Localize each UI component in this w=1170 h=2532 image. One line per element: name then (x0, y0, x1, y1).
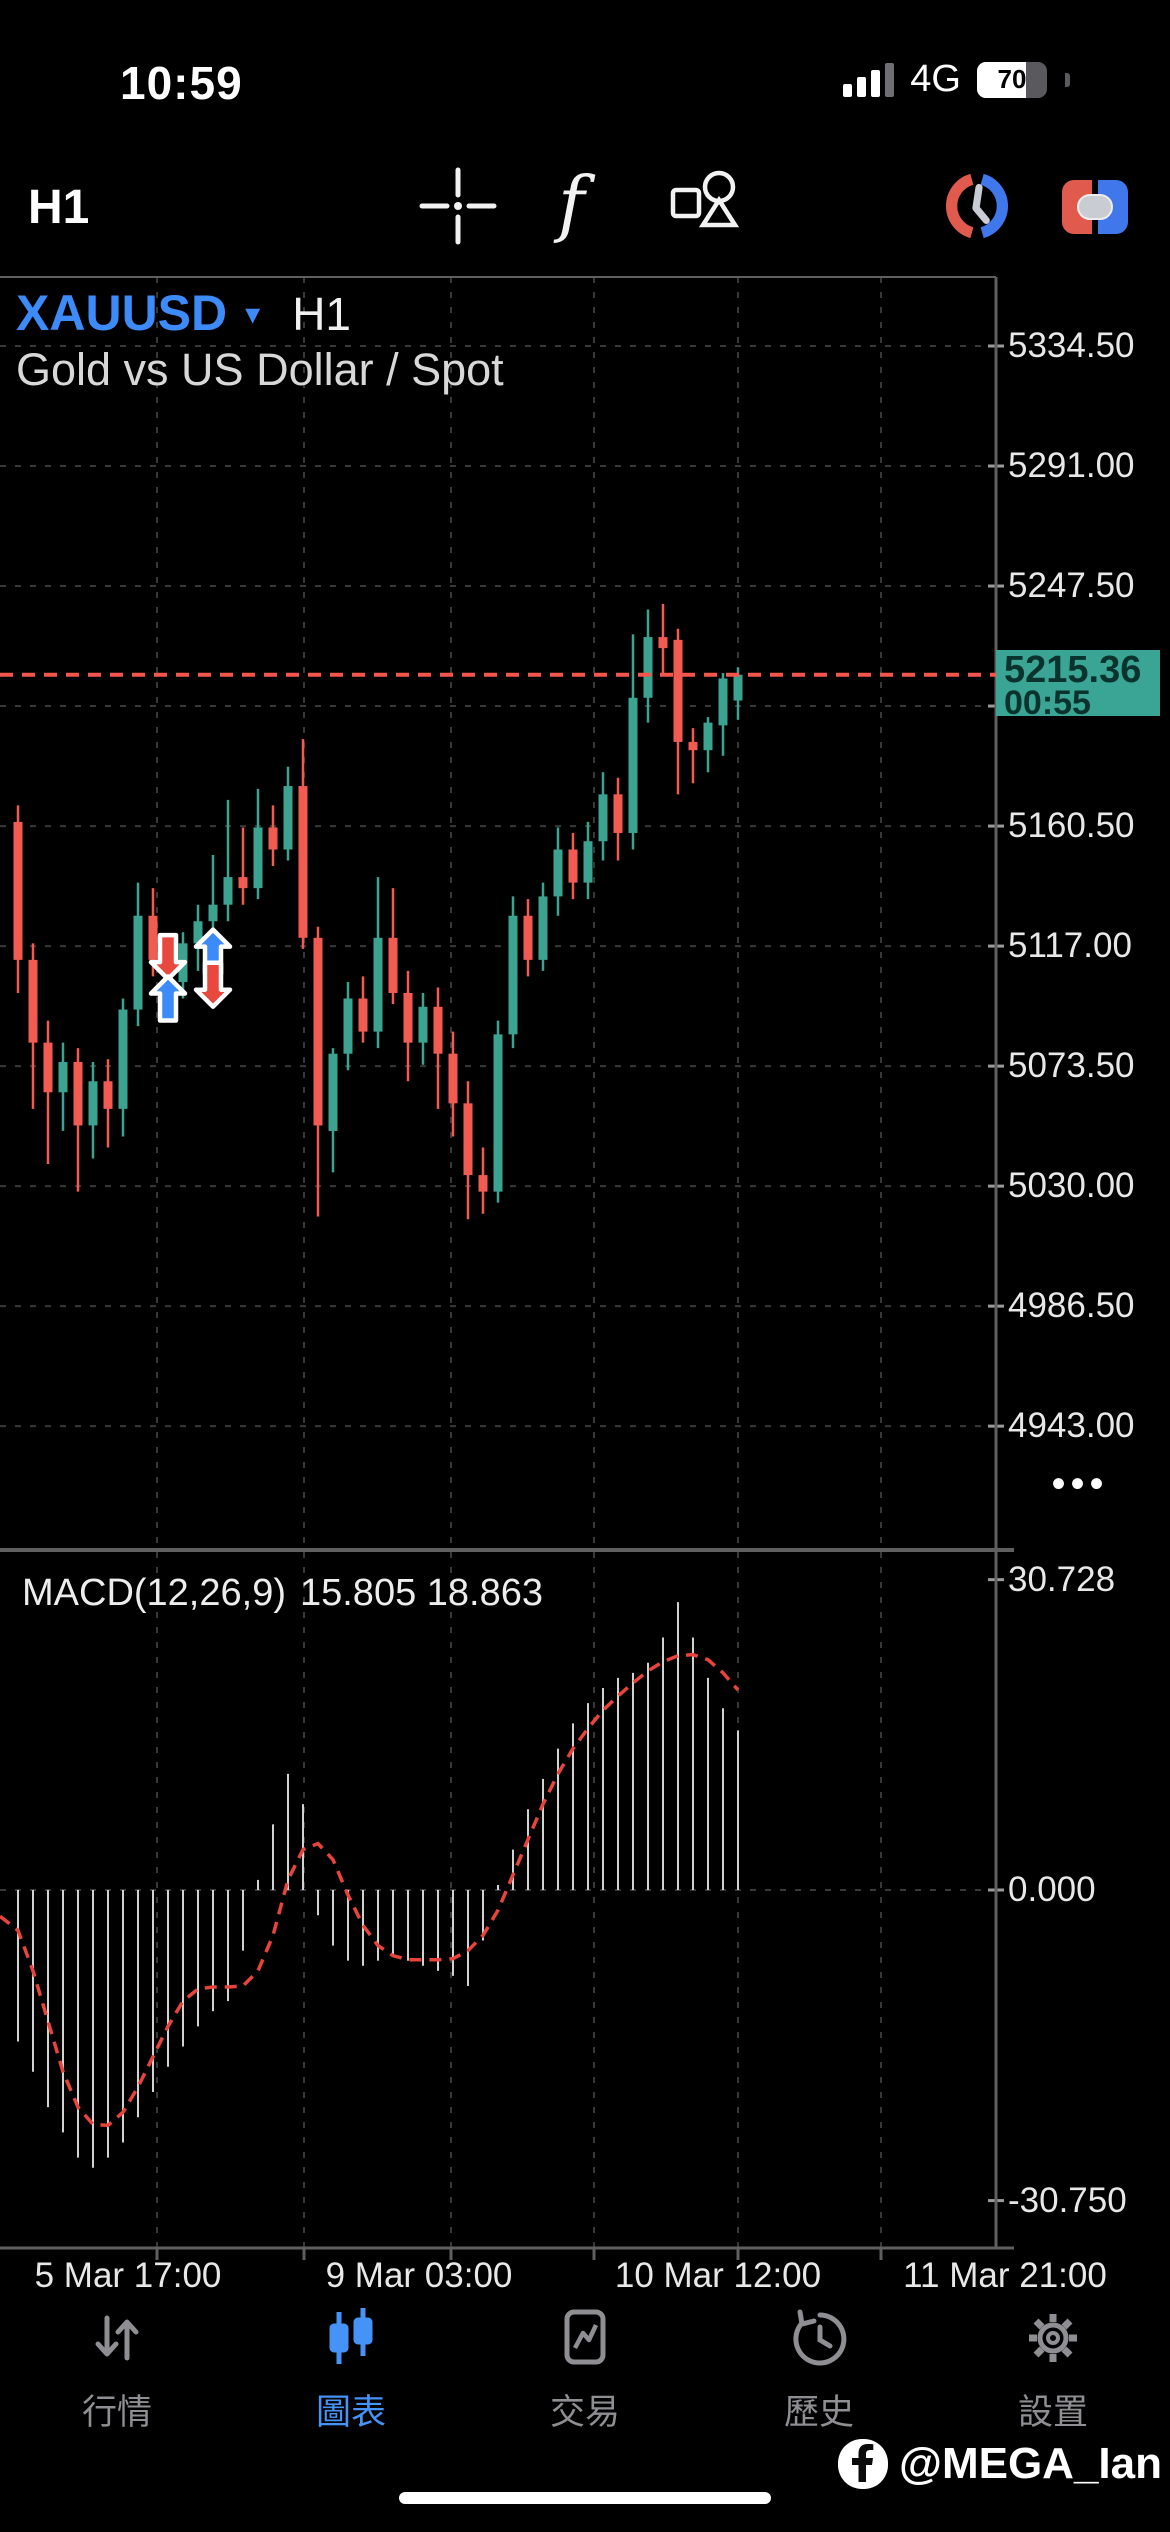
symbol-description: Gold vs US Dollar / Spot (16, 344, 504, 395)
tab-trade[interactable]: 交易 (468, 2292, 702, 2462)
symbol-dropdown-icon[interactable]: ▾ (245, 298, 261, 331)
axis-more-button[interactable]: ••• (1051, 1462, 1109, 1506)
indicator-values: 15.805 18.863 (299, 1572, 543, 1614)
vertical-gridlines (156, 277, 882, 2248)
current-price: 5215.36 (1004, 649, 1142, 691)
sell-arrow (193, 960, 233, 1009)
macd-gridlines (0, 1578, 1004, 2203)
cellular-signal-icon (843, 62, 895, 97)
tab-quotes[interactable]: 行情 (0, 2292, 234, 2462)
history-icon (793, 2309, 847, 2366)
tab-label: 歷史 (783, 2393, 854, 2432)
network-type: 4G (910, 58, 961, 100)
objects-icon[interactable] (662, 160, 754, 252)
bar-countdown: 00:55 (1004, 684, 1091, 722)
price-gridlines (0, 344, 1004, 1428)
sell-arrow (148, 932, 188, 982)
quotes-icon (95, 2315, 139, 2361)
settings-icon (1029, 2314, 1077, 2362)
tab-label: 行情 (81, 2393, 152, 2432)
candles (13, 603, 743, 1220)
header-timeframe: H1 (292, 288, 352, 340)
crosshair-icon[interactable] (412, 160, 504, 252)
buy-arrow (148, 974, 188, 1023)
watermark: @MEGA_Ian (837, 2438, 1162, 2490)
current-price-badge: 5215.36 00:55 (996, 649, 1160, 722)
tab-history[interactable]: 歷史 (702, 2292, 936, 2462)
chart-frame (0, 276, 1014, 2260)
indicator-name: MACD(12,26,9) (22, 1572, 286, 1614)
new-order-icon[interactable] (1062, 180, 1128, 234)
trade-markers (148, 927, 233, 1023)
battery-icon: 70 (977, 61, 1047, 98)
tab-label: 設置 (1017, 2393, 1088, 2432)
clock: 10:59 (120, 57, 243, 109)
facebook-icon (838, 2439, 889, 2489)
home-indicator[interactable] (399, 2492, 771, 2504)
battery-percent: 70 (997, 64, 1027, 94)
chart-icon (329, 2308, 373, 2364)
tab-settings[interactable]: 設置 (936, 2292, 1170, 2462)
watermark-handle: @MEGA_Ian (899, 2439, 1162, 2488)
chart-mode-icon[interactable] (938, 167, 1016, 245)
bottom-tab-bar: 行情 圖表 交易 歷史 (0, 2292, 1170, 2462)
tab-charts[interactable]: 圖表 (234, 2292, 468, 2462)
tab-label: 交易 (549, 2393, 620, 2432)
indicator-label: MACD(12,26,9) 15.805 18.863 (22, 1572, 557, 1615)
macd-histogram (17, 1602, 739, 2168)
symbol-header[interactable]: XAUUSD ▾ H1 (16, 284, 351, 342)
trade-icon (564, 2309, 606, 2365)
battery-nub (1065, 72, 1070, 87)
tab-label: 圖表 (315, 2393, 386, 2432)
symbol-name[interactable]: XAUUSD (16, 285, 228, 341)
indicators-icon[interactable]: f (558, 161, 585, 245)
timeframe-button[interactable]: H1 (28, 181, 90, 234)
